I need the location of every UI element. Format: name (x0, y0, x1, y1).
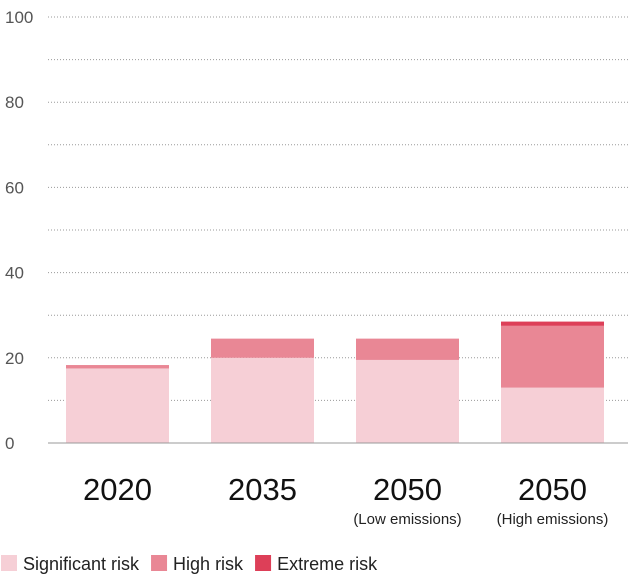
legend-swatch (1, 555, 17, 571)
y-tick-label: 0 (5, 434, 14, 453)
bar-significant-risk (66, 368, 169, 443)
legend-swatch (255, 555, 272, 571)
bar-high-risk (211, 338, 314, 358)
y-tick-label: 40 (5, 264, 24, 283)
y-tick-label: 20 (5, 349, 24, 368)
bar-significant-risk (501, 387, 604, 443)
x-category-label: 2050 (518, 472, 587, 507)
x-category-label: 2035 (228, 472, 297, 507)
legend-label: Significant risk (23, 554, 140, 574)
bars (66, 321, 604, 443)
x-category-label: 2020 (83, 472, 152, 507)
bar-high-risk (66, 365, 169, 369)
y-tick-label: 100 (5, 8, 33, 27)
bar-extreme-risk (501, 321, 604, 326)
bar-high-risk (356, 338, 459, 360)
x-category-sublabel: (Low emissions) (353, 511, 461, 528)
legend-label: Extreme risk (277, 554, 378, 574)
bar-high-risk (501, 325, 604, 388)
legend: Significant risk High risk Extreme risk (1, 554, 378, 574)
x-category-sublabel: (High emissions) (497, 511, 609, 528)
y-tick-label: 60 (5, 178, 24, 197)
y-axis-ticks: 0 20 40 60 80 100 (5, 8, 33, 453)
bar-significant-risk (211, 357, 314, 443)
y-tick-label: 80 (5, 93, 24, 112)
x-axis-labels: 2020 2035 2050 (Low emissions) 2050 (High emi… (83, 472, 608, 528)
bar-significant-risk (356, 359, 459, 443)
legend-swatch (151, 555, 168, 571)
x-category-label: 2050 (373, 472, 442, 507)
legend-label: High risk (173, 554, 244, 574)
